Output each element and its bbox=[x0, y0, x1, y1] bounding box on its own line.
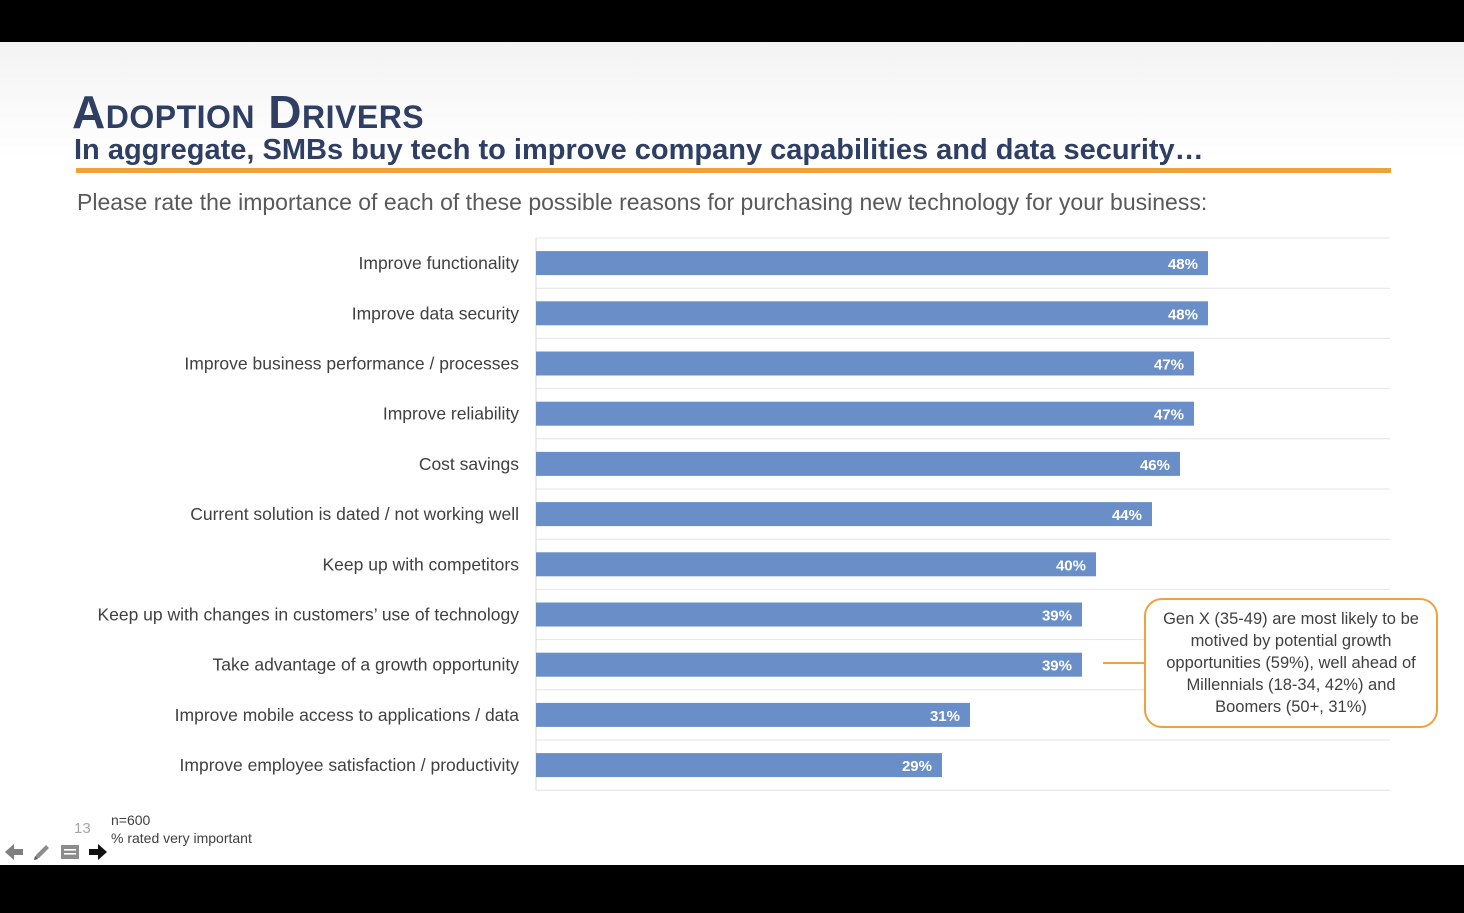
category-label: Improve data security bbox=[352, 303, 520, 323]
bar-value-label: 48% bbox=[1168, 306, 1198, 323]
category-label: Improve functionality bbox=[359, 253, 520, 273]
pen-icon[interactable] bbox=[30, 840, 54, 864]
bar bbox=[536, 251, 1208, 276]
bar-value-label: 48% bbox=[1168, 256, 1198, 273]
category-label: Keep up with changes in customers’ use o… bbox=[97, 605, 519, 625]
menu-icon[interactable] bbox=[58, 840, 82, 864]
bar-value-label: 29% bbox=[902, 758, 932, 775]
bar-value-label: 47% bbox=[1154, 357, 1184, 374]
bar-value-label: 40% bbox=[1056, 557, 1086, 574]
page-number: 13 bbox=[74, 820, 91, 837]
category-label: Improve employee satisfaction / producti… bbox=[180, 755, 520, 775]
bar bbox=[536, 301, 1208, 326]
bar bbox=[536, 451, 1180, 476]
arrow-right-icon[interactable] bbox=[86, 840, 110, 864]
bar-chart: Improve functionality 48% Improve data sec… bbox=[97, 237, 1390, 791]
bar bbox=[536, 502, 1152, 527]
bar bbox=[536, 652, 1082, 677]
arrow-left-icon[interactable] bbox=[2, 840, 26, 864]
bar bbox=[536, 753, 942, 778]
bar-value-label: 39% bbox=[1042, 608, 1072, 625]
bar bbox=[536, 702, 970, 727]
callout-box: Gen X (35-49) are most likely to be moti… bbox=[1144, 598, 1438, 728]
sample-size-note: n=600 bbox=[111, 812, 151, 828]
slide-subtitle: In aggregate, SMBs buy tech to improve c… bbox=[74, 134, 1204, 166]
bar bbox=[536, 351, 1194, 376]
category-label: Cost savings bbox=[419, 454, 519, 474]
slide: Adoption Drivers In aggregate, SMBs buy … bbox=[0, 42, 1464, 865]
bar-value-label: 47% bbox=[1154, 407, 1184, 424]
bar-value-label: 46% bbox=[1140, 457, 1170, 474]
title-divider bbox=[76, 168, 1391, 173]
bar-value-label: 31% bbox=[930, 708, 960, 725]
callout-connector bbox=[1103, 662, 1144, 664]
category-label: Take advantage of a growth opportunity bbox=[213, 655, 520, 675]
survey-question: Please rate the importance of each of th… bbox=[77, 189, 1208, 215]
category-label: Improve mobile access to applications / … bbox=[175, 705, 520, 725]
category-label: Current solution is dated / not working … bbox=[190, 504, 519, 524]
slideshow-nav bbox=[2, 838, 110, 865]
category-label: Keep up with competitors bbox=[323, 554, 520, 574]
category-label: Improve reliability bbox=[383, 404, 519, 424]
slide-title: Adoption Drivers bbox=[72, 86, 425, 138]
bar-value-label: 44% bbox=[1112, 507, 1142, 524]
bar-value-label: 39% bbox=[1042, 658, 1072, 675]
bar bbox=[536, 401, 1194, 426]
measure-note: % rated very important bbox=[111, 830, 252, 846]
category-label: Improve business performance / processes bbox=[184, 354, 519, 374]
bar bbox=[536, 552, 1096, 577]
callout-text: Gen X (35-49) are most likely to be moti… bbox=[1163, 610, 1419, 716]
bar bbox=[536, 602, 1082, 627]
